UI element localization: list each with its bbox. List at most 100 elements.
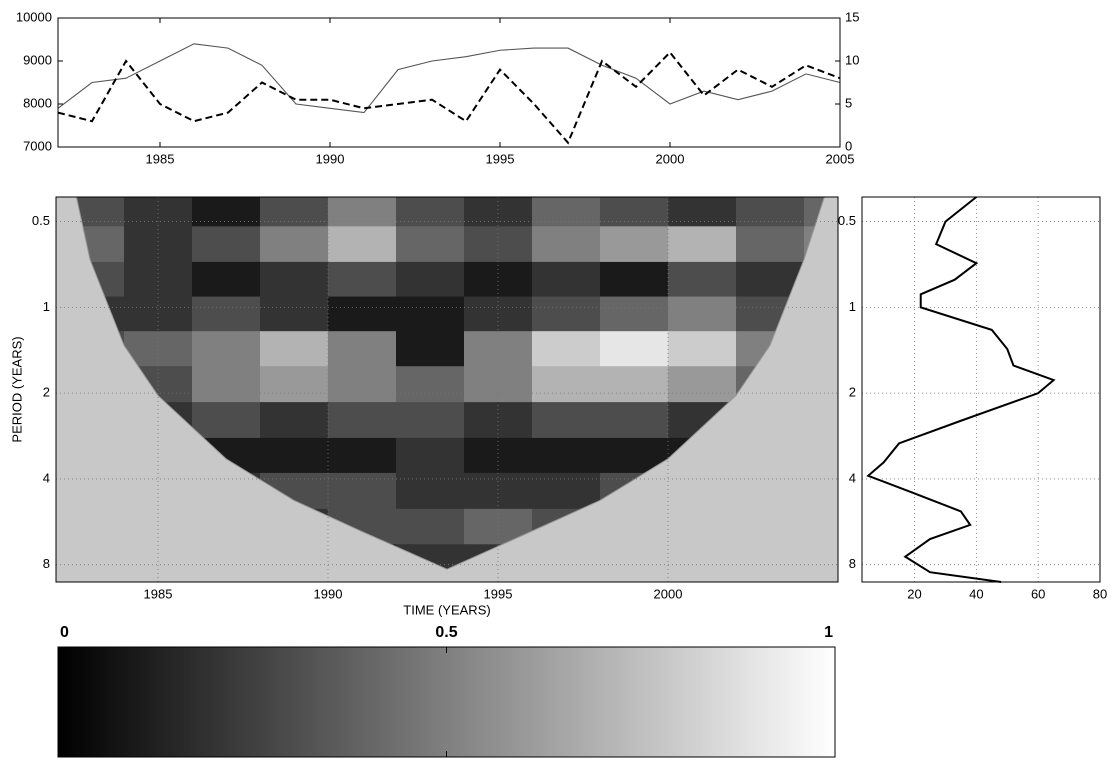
coherence-cell: [260, 437, 329, 474]
x-axis-label: TIME (YEARS): [403, 602, 490, 617]
x-tick-label: 1985: [144, 586, 173, 601]
x-tick-label: 1995: [486, 151, 515, 166]
coherence-cell: [328, 197, 397, 227]
y-axis-label: PERIOD (YEARS): [9, 336, 24, 442]
series-line: [57, 50, 841, 145]
coherence-cell: [600, 296, 669, 332]
coherence-cell: [668, 331, 737, 367]
coherence-cell: [668, 197, 737, 227]
coherence-cell: [396, 226, 465, 263]
colorbar-tick-label: 1: [824, 624, 833, 641]
coherence-cell: [396, 331, 465, 367]
coherence-cell: [192, 366, 261, 403]
coherence-cell: [600, 197, 669, 227]
coherence-cell: [464, 261, 533, 298]
coherence-cell: [192, 331, 261, 367]
y-tick-label: 0.5: [838, 213, 856, 228]
y-tick-label: 8: [43, 556, 50, 571]
coherence-cell: [600, 331, 669, 367]
coherence-cell: [260, 226, 329, 263]
y-tick-label: 2: [849, 385, 856, 400]
axes-frame: [861, 196, 1101, 583]
y-tick-label: 8000: [23, 95, 52, 110]
x-tick-label: 1995: [484, 586, 513, 601]
coherence-cell: [464, 437, 533, 474]
coherence-cell: [396, 366, 465, 403]
axes-frame: [55, 196, 839, 583]
coherence-cell: [668, 261, 737, 298]
coherence-cell: [396, 261, 465, 298]
coherence-cell: [192, 226, 261, 263]
coherence-cell: [600, 226, 669, 263]
y-tick-label: 0: [845, 138, 852, 153]
coherence-cell: [192, 197, 261, 227]
y-tick-label: 7000: [23, 138, 52, 153]
y-tick-label: 4: [849, 470, 856, 485]
power-line: [866, 196, 1056, 583]
coherence-cell: [464, 366, 533, 403]
coherence-cell: [736, 226, 805, 263]
coherence-cell: [260, 261, 329, 298]
coherence-cell: [328, 226, 397, 263]
colorbar-tick-label: 0.5: [435, 624, 457, 641]
series-line: [57, 43, 841, 114]
x-tick-label: 1990: [316, 151, 345, 166]
x-tick-label: 20: [907, 586, 921, 601]
y-tick-label: 1: [849, 299, 856, 314]
coherence-cell: [396, 437, 465, 474]
x-tick-label: 1990: [314, 586, 343, 601]
coherence-cell: [396, 402, 465, 439]
coherence-cell: [328, 296, 397, 332]
coherence-cell: [260, 296, 329, 332]
coherence-cell: [396, 296, 465, 332]
coherence-cell: [328, 402, 397, 439]
x-tick-label: 2000: [656, 151, 685, 166]
coherence-cell: [532, 366, 601, 403]
y-tick-label: 10000: [16, 9, 52, 24]
x-tick-label: 1985: [146, 151, 175, 166]
axes-frame: [57, 17, 841, 148]
coherence-cell: [668, 366, 737, 403]
coherence-cell: [600, 402, 669, 439]
colorbar: [57, 646, 836, 758]
coherence-cell: [532, 197, 601, 227]
coherence-cell: [532, 402, 601, 439]
x-tick-label: 40: [969, 586, 983, 601]
y-tick-label: 5: [845, 95, 852, 110]
coherence-cell: [668, 296, 737, 332]
y-tick-label: 10: [845, 52, 859, 67]
coherence-cell: [328, 261, 397, 298]
colorbar-tick-label: 0: [60, 624, 69, 641]
coherence-cell: [260, 402, 329, 439]
coherence-cell: [260, 197, 329, 227]
coherence-cell: [668, 226, 737, 263]
coherence-cell: [532, 296, 601, 332]
coherence-cell: [532, 261, 601, 298]
coherence-cell: [192, 402, 261, 439]
coherence-cell: [600, 261, 669, 298]
coherence-cell: [532, 437, 601, 474]
x-tick-label: 80: [1093, 586, 1107, 601]
y-tick-label: 8: [849, 556, 856, 571]
coherence-cell: [736, 197, 805, 227]
coi-mask: [56, 197, 838, 582]
x-tick-label: 2000: [654, 586, 683, 601]
coherence-cell: [192, 261, 261, 298]
coherence-cell: [124, 261, 193, 298]
coi-line: [75, 197, 825, 570]
coherence-cell: [396, 472, 465, 510]
coherence-cell: [328, 331, 397, 367]
coherence-cell: [600, 366, 669, 403]
x-tick-label: 2005: [826, 151, 855, 166]
y-tick-label: 0.5: [32, 213, 50, 228]
coherence-cell: [124, 226, 193, 263]
coherence-cell: [396, 197, 465, 227]
coherence-cell: [532, 472, 601, 510]
coherence-cell: [464, 472, 533, 510]
coherence-cell: [260, 366, 329, 403]
x-tick-label: 60: [1031, 586, 1045, 601]
coherence-cell: [328, 472, 397, 510]
coherence-cell: [260, 331, 329, 367]
